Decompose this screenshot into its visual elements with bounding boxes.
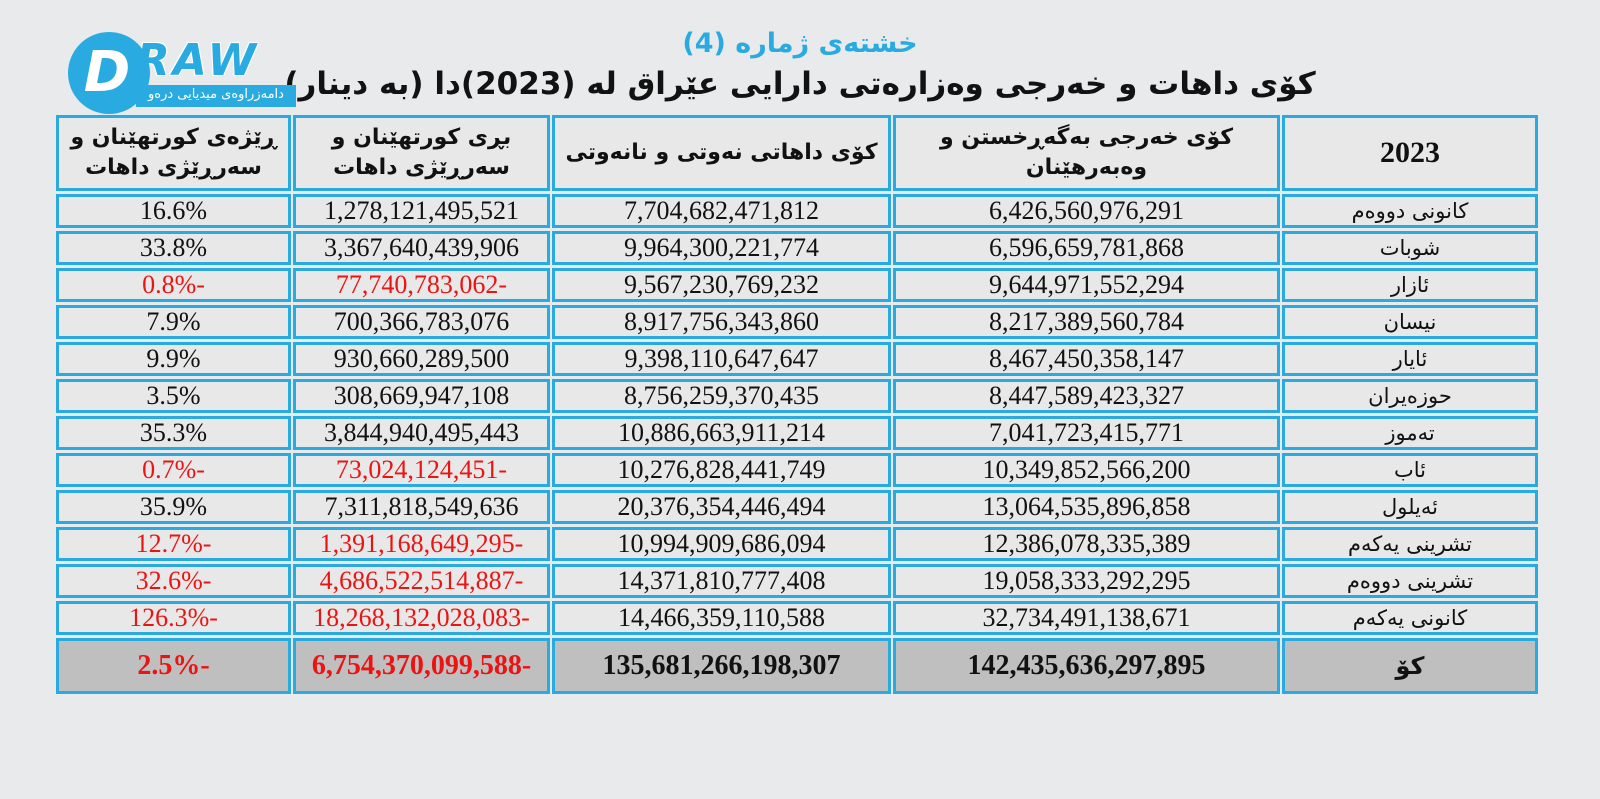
table-row: ئەیلول 13,064,535,896,858 20,376,354,446,4… — [56, 490, 1538, 525]
cell-month: شوبات — [1282, 231, 1538, 266]
cell-expenses: 6,596,659,781,868 — [893, 231, 1280, 266]
cell-rate: 33.8% — [56, 231, 291, 266]
cell-month: تشرینی یەکەم — [1282, 527, 1538, 562]
table-row: حوزەیران 8,447,589,423,327 8,756,259,370,4… — [56, 379, 1538, 414]
draw-logo-d-letter: D — [83, 40, 131, 105]
cell-expenses: 6,426,560,976,291 — [893, 194, 1280, 229]
cell-rate: -2.5% — [56, 638, 291, 695]
cell-revenue: 14,466,359,110,588 — [552, 601, 891, 636]
cell-month: تشرینی دووەم — [1282, 564, 1538, 599]
cell-revenue: 10,276,828,441,749 — [552, 453, 891, 488]
table-row: نیسان 8,217,389,560,784 8,917,756,343,860 7… — [56, 305, 1538, 340]
cell-month: کانونی یەکەم — [1282, 601, 1538, 636]
cell-revenue: 14,371,810,777,408 — [552, 564, 891, 599]
cell-rate: 35.9% — [56, 490, 291, 525]
page-title: کۆی داهات و خەرجی وەزارەتی دارایی عێراق … — [284, 66, 1316, 103]
cell-amount: 308,669,947,108 — [293, 379, 550, 414]
cell-amount: -18,268,132,028,083 — [293, 601, 550, 636]
cell-amount: 700,366,783,076 — [293, 305, 550, 340]
cell-amount: 7,311,818,549,636 — [293, 490, 550, 525]
cell-revenue: 10,886,663,911,214 — [552, 416, 891, 451]
cell-amount: 3,367,640,439,906 — [293, 231, 550, 266]
table-row: تشرینی یەکەم 12,386,078,335,389 10,994,909… — [56, 527, 1538, 562]
cell-amount: 1,278,121,495,521 — [293, 194, 550, 229]
cell-expenses: 8,447,589,423,327 — [893, 379, 1280, 414]
table-row: ئایار 8,467,450,358,147 9,398,110,647,647 9… — [56, 342, 1538, 377]
table-row: کانونی یەکەم 32,734,491,138,671 14,466,359… — [56, 601, 1538, 636]
cell-revenue: 20,376,354,446,494 — [552, 490, 891, 525]
cell-amount: -4,686,522,514,887 — [293, 564, 550, 599]
cell-expenses: 7,041,723,415,771 — [893, 416, 1280, 451]
cell-expenses: 32,734,491,138,671 — [893, 601, 1280, 636]
table-row: ئاب 10,349,852,566,200 10,276,828,441,749-… — [56, 453, 1538, 488]
cell-month: ئایار — [1282, 342, 1538, 377]
cell-month: نیسان — [1282, 305, 1538, 340]
draw-logo-banner-text: دامەزراوەی میدیایی درەو — [136, 85, 296, 107]
cell-month: ئەیلول — [1282, 490, 1538, 525]
cell-expenses: 13,064,535,896,858 — [893, 490, 1280, 525]
cell-expenses: 19,058,333,292,295 — [893, 564, 1280, 599]
total-row: کۆ 142,435,636,297,895 135,681,266,198,307… — [56, 638, 1538, 695]
cell-amount: -6,754,370,099,588 — [293, 638, 550, 695]
cell-month: کانونی دووەم — [1282, 194, 1538, 229]
header-expenses: کۆی خەرجی بەگەڕخستن و وەبەرهێنان — [893, 115, 1280, 192]
table-row: تشرینی دووەم 19,058,333,292,295 14,371,810… — [56, 564, 1538, 599]
table-row: تەموز 7,041,723,415,771 10,886,663,911,214… — [56, 416, 1538, 451]
header-amount: بڕی کورتهێنان و سەرڕێژی داهات — [293, 115, 550, 192]
table-row: کانونی دووەم 6,426,560,976,291 7,704,682,4… — [56, 194, 1538, 229]
draw-logo-d-icon: D — [68, 32, 150, 114]
cell-rate: 9.9% — [56, 342, 291, 377]
cell-expenses: 8,217,389,560,784 — [893, 305, 1280, 340]
cell-amount: 3,844,940,495,443 — [293, 416, 550, 451]
cell-month: کۆ — [1282, 638, 1538, 695]
header-revenue: کۆی داهاتی نەوتی و نانەوتی — [552, 115, 891, 192]
cell-rate: 7.9% — [56, 305, 291, 340]
draw-media-logo: D RAW دامەزراوەی میدیایی درەو — [68, 28, 296, 118]
cell-revenue: 7,704,682,471,812 — [552, 194, 891, 229]
cell-rate: -126.3% — [56, 601, 291, 636]
table-row: شوبات 6,596,659,781,868 9,964,300,221,774 3… — [56, 231, 1538, 266]
cell-expenses: 142,435,636,297,895 — [893, 638, 1280, 695]
cell-month: تەموز — [1282, 416, 1538, 451]
cell-rate: -0.7% — [56, 453, 291, 488]
table-header: 2023 کۆی خەرجی بەگەڕخستن و وەبەرهێنان کۆ… — [56, 115, 1538, 192]
cell-amount: -1,391,168,649,295 — [293, 527, 550, 562]
header-year: 2023 — [1282, 115, 1538, 192]
finance-table: 2023 کۆی خەرجی بەگەڕخستن و وەبەرهێنان کۆ… — [54, 112, 1540, 697]
cell-rate: -0.8% — [56, 268, 291, 303]
cell-rate: 16.6% — [56, 194, 291, 229]
draw-logo-right: RAW دامەزراوەی میدیایی درەو — [136, 35, 296, 107]
cell-month: ئاب — [1282, 453, 1538, 488]
cell-revenue: 9,567,230,769,232 — [552, 268, 891, 303]
cell-amount: -77,740,783,062 — [293, 268, 550, 303]
cell-revenue: 8,917,756,343,860 — [552, 305, 891, 340]
table-row: ئازار 9,644,971,552,294 9,567,230,769,232-… — [56, 268, 1538, 303]
cell-expenses: 12,386,078,335,389 — [893, 527, 1280, 562]
table-body: کانونی دووەم 6,426,560,976,291 7,704,682,4… — [56, 194, 1538, 695]
draw-logo-raw-text: RAW — [136, 35, 260, 87]
cell-rate: -12.7% — [56, 527, 291, 562]
cell-expenses: 8,467,450,358,147 — [893, 342, 1280, 377]
cell-month: ئازار — [1282, 268, 1538, 303]
cell-revenue: 8,756,259,370,435 — [552, 379, 891, 414]
cell-rate: -32.6% — [56, 564, 291, 599]
cell-expenses: 9,644,971,552,294 — [893, 268, 1280, 303]
cell-revenue: 9,964,300,221,774 — [552, 231, 891, 266]
cell-rate: 35.3% — [56, 416, 291, 451]
header-row: 2023 کۆی خەرجی بەگەڕخستن و وەبەرهێنان کۆ… — [56, 115, 1538, 192]
cell-amount: -73,024,124,451 — [293, 453, 550, 488]
cell-revenue: 9,398,110,647,647 — [552, 342, 891, 377]
cell-expenses: 10,349,852,566,200 — [893, 453, 1280, 488]
cell-rate: 3.5% — [56, 379, 291, 414]
cell-revenue: 135,681,266,198,307 — [552, 638, 891, 695]
titles: خشتەی ژمارە (4) کۆی داهات و خەرجی وەزارە… — [0, 0, 1600, 104]
cell-month: حوزەیران — [1282, 379, 1538, 414]
cell-amount: 930,660,289,500 — [293, 342, 550, 377]
table-number-title: خشتەی ژمارە (4) — [682, 28, 918, 59]
cell-revenue: 10,994,909,686,094 — [552, 527, 891, 562]
header-rate: ڕێژەی کورتهێنان و سەرڕێژی داهات — [56, 115, 291, 192]
